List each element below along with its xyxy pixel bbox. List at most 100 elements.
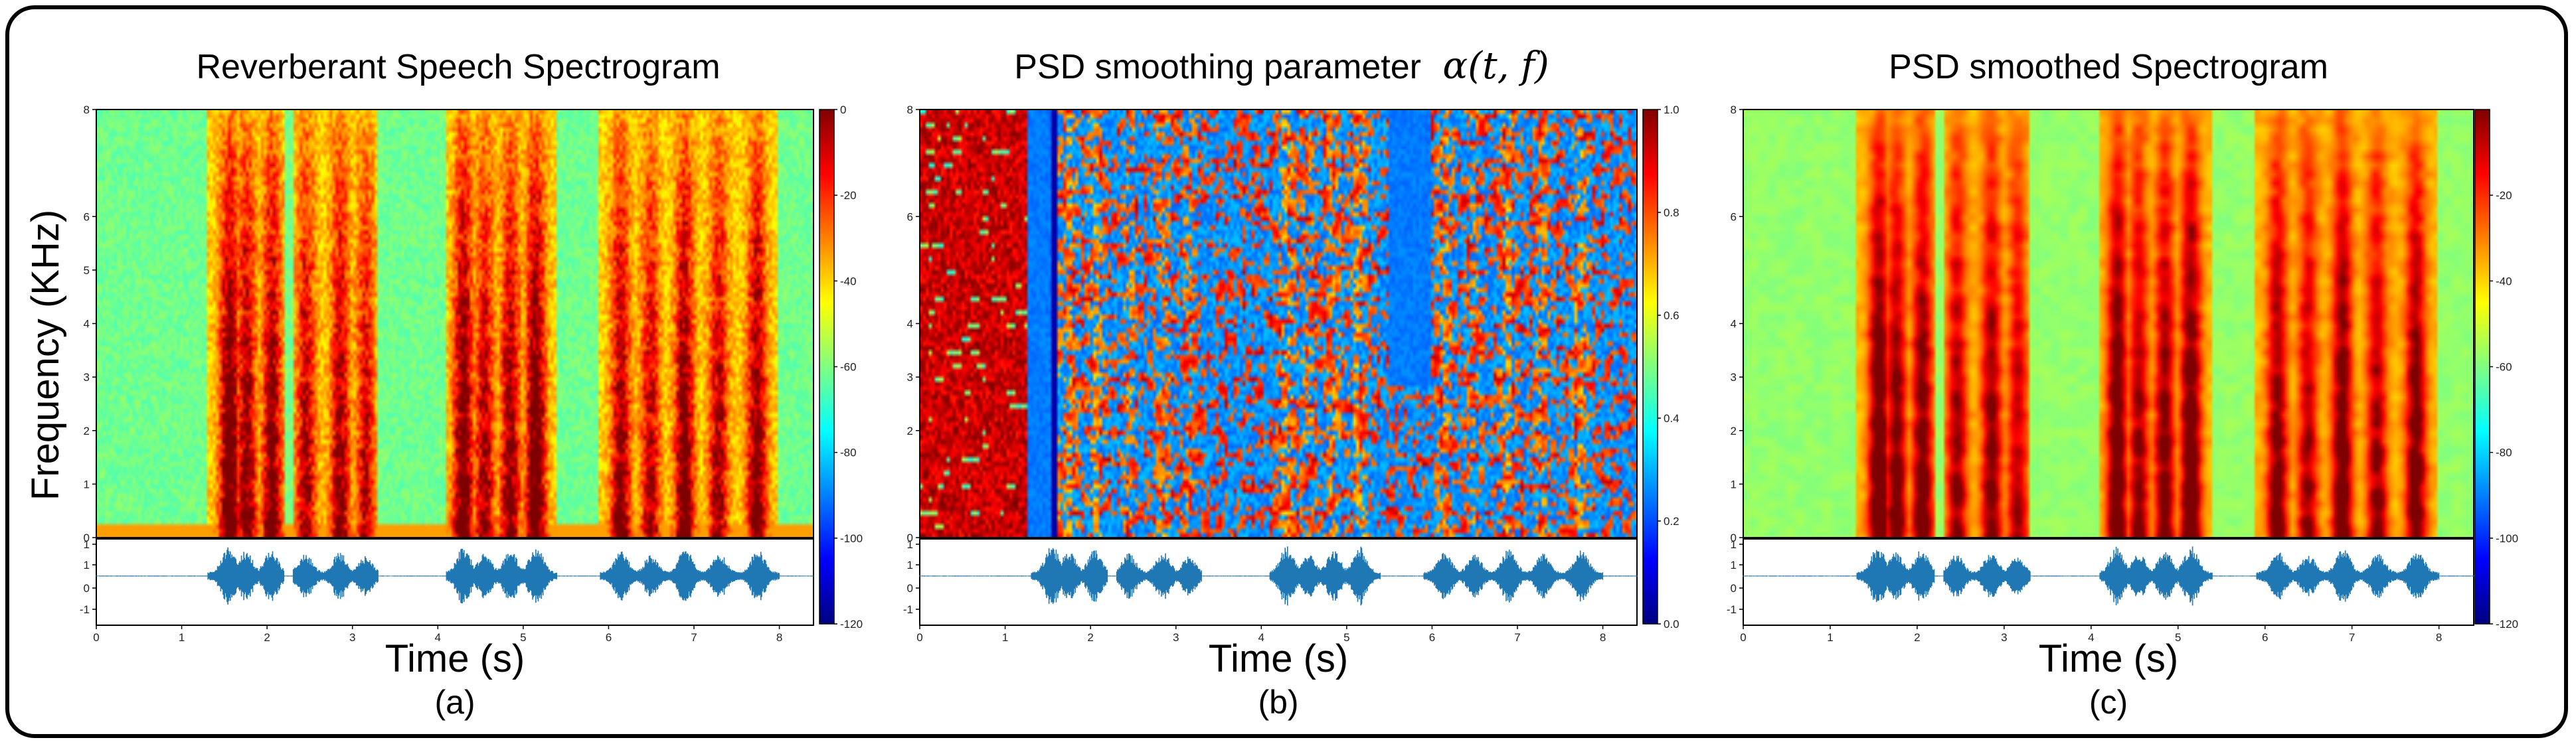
colorbar-tick-label: 0	[840, 104, 846, 116]
waveform-y-tick-label: -1	[1727, 603, 1737, 616]
x-tick-label: 8	[776, 631, 782, 644]
panel-a: Reverberant Speech Spectrogram0123456811…	[80, 48, 863, 721]
x-tick-label: 7	[691, 631, 697, 644]
x-tick-label: 6	[2262, 631, 2268, 644]
colorbar-tick-label: -80	[2496, 447, 2512, 459]
y-tick-label: 0	[84, 532, 90, 544]
x-tick-label: 3	[2001, 631, 2007, 644]
waveform-trace	[919, 546, 1638, 606]
panel-title: Reverberant Speech Spectrogram	[196, 48, 720, 86]
colorbar-tick-label: -120	[2496, 618, 2518, 631]
y-tick-label: 6	[1731, 210, 1737, 223]
waveform-y-tick-label: 1	[84, 538, 90, 551]
panel-title: PSD smoothed Spectrogram	[1889, 48, 2328, 86]
waveform-y-tick-label: -1	[80, 603, 90, 616]
colorbar-tick-label: 0.4	[1664, 412, 1679, 425]
panel-b: PSD smoothing parameter α(t, f)023468110…	[903, 44, 1679, 721]
y-tick-label: 6	[907, 210, 913, 223]
heatmap-image	[920, 110, 1637, 538]
waveform-y-tick-label: -1	[903, 603, 913, 616]
x-tick-label: 7	[2349, 631, 2355, 644]
colorbar-tick-label: 0.2	[1664, 515, 1679, 528]
colorbar-tick-label: -100	[840, 532, 863, 545]
y-tick-label: 2	[907, 425, 913, 437]
y-tick-label: 0	[1731, 532, 1737, 544]
colorbar-tick-label: -60	[840, 361, 857, 374]
colorbar-tick-label: -20	[840, 189, 857, 202]
colorbar-tick-label: -100	[2496, 532, 2518, 545]
x-tick-label: 4	[1258, 631, 1264, 644]
panel-title-text: PSD smoothing parameter	[1014, 48, 1430, 86]
x-axis-label: Time (s)	[385, 637, 525, 680]
x-tick-label: 5	[2175, 631, 2181, 644]
y-tick-label: 0	[907, 532, 913, 544]
x-tick-label: 0	[916, 631, 922, 644]
y-tick-label: 1	[84, 478, 90, 490]
heatmap-image	[1743, 110, 2474, 538]
waveform-y-tick-label: 0	[907, 582, 913, 595]
colorbar-tick-label: 1.0	[1664, 104, 1679, 116]
x-tick-label: 5	[520, 631, 526, 644]
x-tick-label: 8	[1600, 631, 1606, 644]
panel-title-text: PSD smoothed Spectrogram	[1889, 48, 2328, 86]
x-tick-label: 1	[1827, 631, 1833, 644]
x-tick-label: 0	[1740, 631, 1746, 644]
x-tick-label: 8	[2436, 631, 2442, 644]
x-axis-label: Time (s)	[1209, 637, 1348, 680]
x-tick-label: 0	[93, 631, 99, 644]
waveform-y-tick-label: 0	[1731, 582, 1737, 595]
colorbar-tick-label: -40	[840, 275, 857, 287]
colorbar-tick-label: -40	[2496, 275, 2512, 287]
panel-caption: (a)	[434, 684, 475, 721]
x-tick-label: 4	[435, 631, 441, 644]
colorbar-tick-label: -20	[2496, 189, 2512, 202]
y-axis-label: Frequency (KHz)	[24, 210, 67, 500]
colorbar	[819, 109, 835, 625]
x-tick-label: 3	[349, 631, 355, 644]
panel-title-text: Reverberant Speech Spectrogram	[196, 48, 720, 86]
colorbar-tick-label: 0.0	[1664, 618, 1679, 631]
y-tick-label: 4	[1731, 318, 1737, 331]
y-tick-label: 8	[1731, 104, 1737, 116]
colorbar-tick-label: -80	[840, 447, 857, 459]
waveform-trace	[1743, 546, 2474, 606]
x-tick-label: 1	[179, 631, 185, 644]
x-tick-label: 1	[1002, 631, 1008, 644]
y-tick-label: 5	[84, 264, 90, 277]
y-tick-label: 8	[907, 104, 913, 116]
colorbar-tick-label: 0.6	[1664, 309, 1679, 322]
waveform-y-tick-label: 0	[84, 582, 90, 595]
x-tick-label: 5	[1343, 631, 1349, 644]
panel-caption: (b)	[1258, 684, 1298, 721]
x-tick-label: 6	[1429, 631, 1435, 644]
colorbar-tick-label: 0.8	[1664, 206, 1679, 219]
x-tick-label: 4	[2088, 631, 2094, 644]
colorbar-tick-label: -120	[840, 618, 863, 631]
panel-title-math: α(t, f)	[1442, 44, 1549, 88]
waveform-y-tick-label: 1	[907, 538, 913, 551]
y-tick-label: 3	[907, 371, 913, 384]
y-tick-label: 8	[84, 104, 90, 116]
colorbar-tick-label: -60	[2496, 361, 2512, 374]
y-tick-label: 2	[84, 425, 90, 437]
x-axis-label: Time (s)	[2039, 637, 2178, 680]
x-tick-label: 3	[1173, 631, 1179, 644]
panel-caption: (c)	[2089, 684, 2128, 721]
x-tick-label: 2	[1914, 631, 1920, 644]
x-tick-label: 2	[264, 631, 270, 644]
colorbar	[2474, 109, 2490, 625]
waveform-y-tick-label: 1	[1731, 538, 1737, 551]
y-tick-label: 1	[1731, 478, 1737, 490]
x-tick-label: 2	[1087, 631, 1093, 644]
x-tick-label: 7	[1514, 631, 1520, 644]
waveform-y-tick-label: 1	[84, 559, 90, 571]
waveform-y-tick-label: 1	[907, 559, 913, 571]
colorbar	[1642, 109, 1658, 625]
y-tick-label: 3	[84, 371, 90, 384]
figure-frame	[5, 5, 2568, 738]
y-tick-label: 4	[907, 318, 913, 331]
y-tick-label: 6	[84, 210, 90, 223]
y-tick-label: 2	[1731, 425, 1737, 437]
panel-title: PSD smoothing parameter α(t, f)	[1014, 44, 1549, 88]
